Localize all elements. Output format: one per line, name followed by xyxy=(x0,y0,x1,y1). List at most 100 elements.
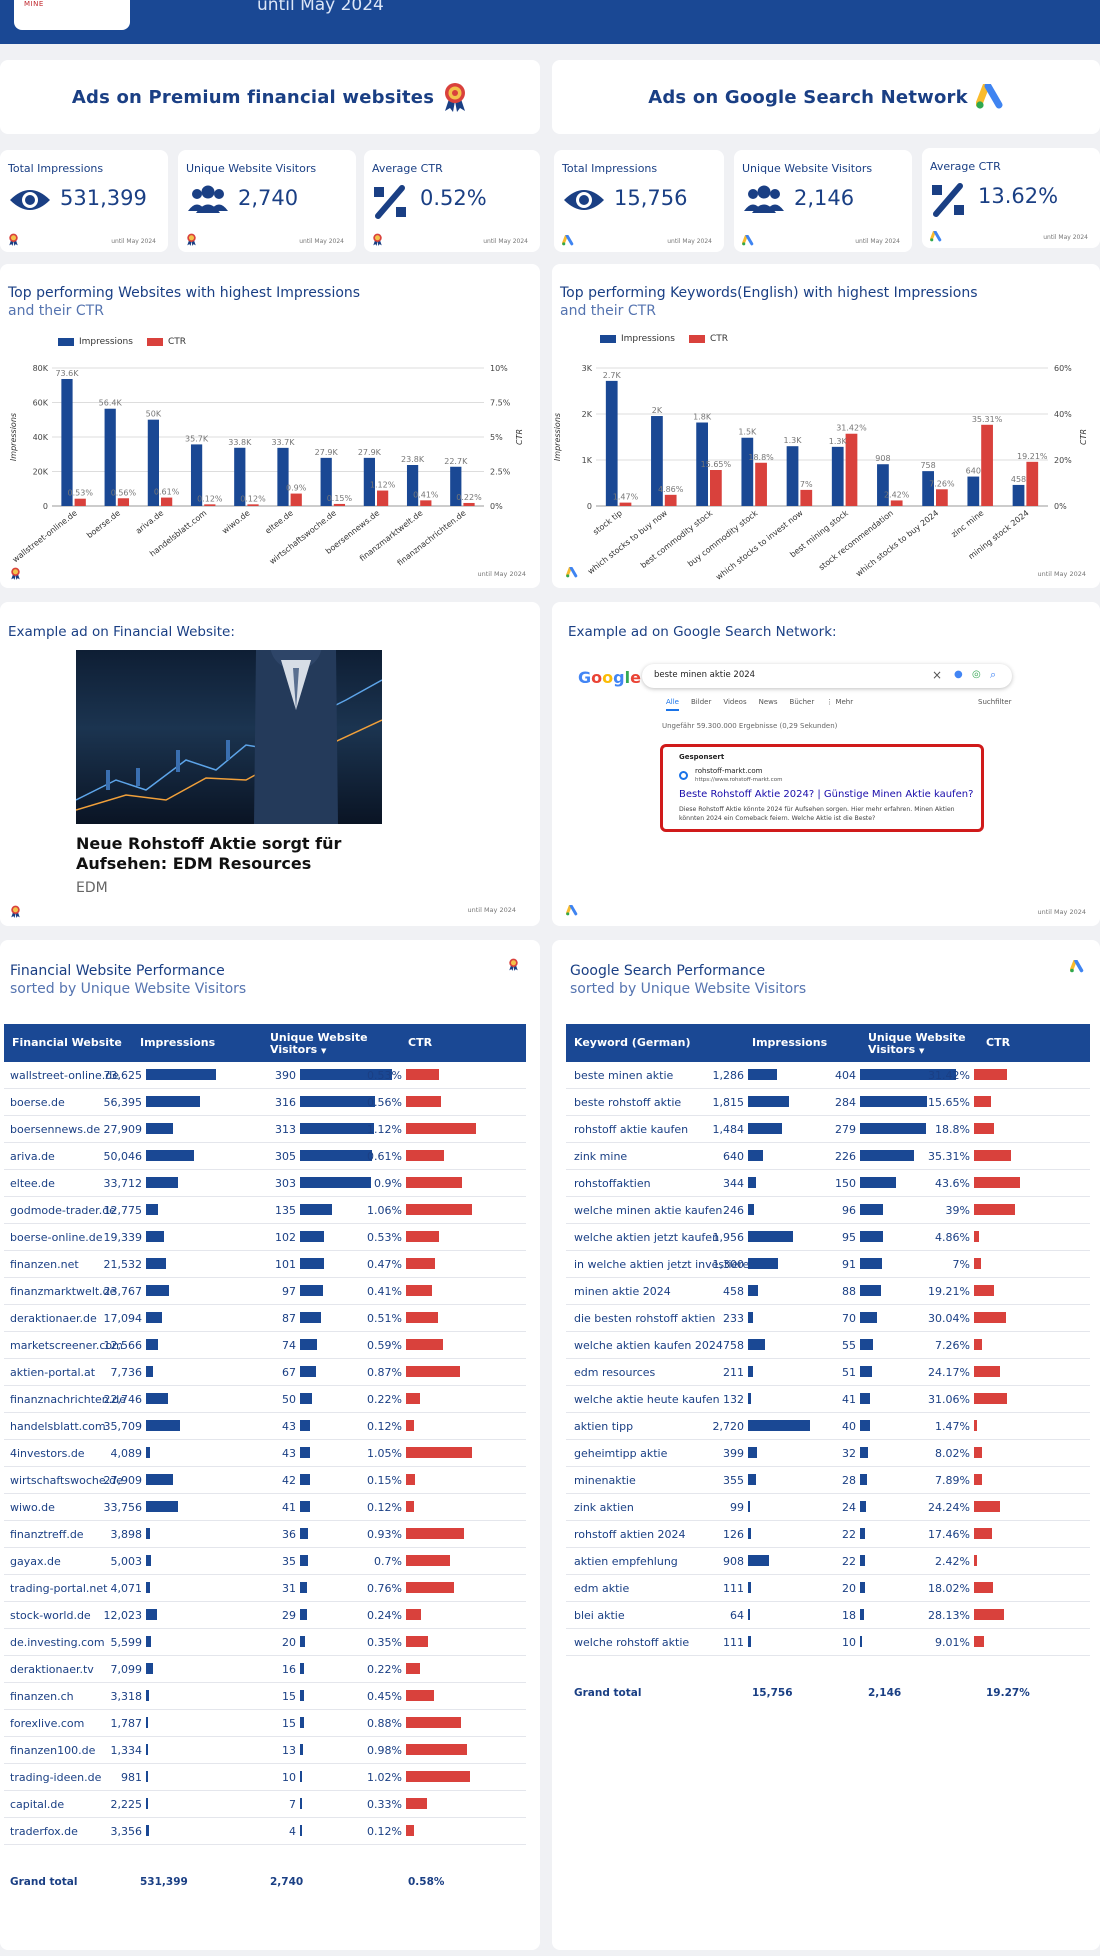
table-row[interactable]: boerse-online.de 19,339 102 0.53% xyxy=(4,1224,526,1251)
table-row[interactable]: in welche aktien jetzt investieren 1,300 9… xyxy=(566,1251,1090,1278)
serp-tab[interactable]: ⋮ Mehr xyxy=(826,698,854,706)
table-row[interactable]: 4investors.de 4,089 43 1.05% xyxy=(4,1440,526,1467)
row-visitors: 41 xyxy=(282,1501,296,1514)
table-row[interactable]: blei aktie 64 18 28.13% xyxy=(566,1602,1090,1629)
table-row[interactable]: rohstoff aktie kaufen 1,484 279 18.8% xyxy=(566,1116,1090,1143)
serp-tab[interactable]: Bilder xyxy=(691,698,712,706)
row-visitors: 95 xyxy=(842,1231,856,1244)
row-name: aktien-portal.at xyxy=(10,1366,96,1379)
search-icon[interactable]: ⌕ xyxy=(990,668,997,681)
table-row[interactable]: godmode-trader.de 12,775 135 1.06% xyxy=(4,1197,526,1224)
sort-desc-icon[interactable]: ▼ xyxy=(919,1047,925,1055)
col-header-ctr[interactable]: CTR xyxy=(408,1036,433,1049)
serp-tab[interactable]: Bücher xyxy=(789,698,815,706)
ad-title-link[interactable]: Beste Rohstoff Aktie 2024? | Günstige Mi… xyxy=(679,789,974,800)
serp-search-box[interactable]: beste minen aktie 2024 × ● ◎ ⌕ xyxy=(642,664,1012,688)
mic-icon[interactable]: ● xyxy=(954,669,963,680)
impressions-bar xyxy=(748,1231,793,1242)
col-header-website[interactable]: Financial Website xyxy=(12,1036,122,1049)
table-row[interactable]: edm resources 211 51 24.17% xyxy=(566,1359,1090,1386)
serp-tab[interactable]: Videos xyxy=(723,698,747,706)
ctr-bar xyxy=(463,502,475,506)
table-row[interactable]: geheimtipp aktie 399 32 8.02% xyxy=(566,1440,1090,1467)
table-row[interactable]: rohstoff aktien 2024 126 22 17.46% xyxy=(566,1521,1090,1548)
clear-icon[interactable]: × xyxy=(932,668,943,682)
impressions-data-label: 908 xyxy=(875,454,890,463)
row-impressions: 17,094 xyxy=(103,1312,143,1325)
table-row[interactable]: minen aktie 2024 458 88 19.21% xyxy=(566,1278,1090,1305)
col-header-keyword[interactable]: Keyword (German) xyxy=(574,1036,691,1049)
table-row[interactable]: minenaktie 355 28 7.89% xyxy=(566,1467,1090,1494)
col-header-impressions[interactable]: Impressions xyxy=(140,1036,216,1049)
table-row[interactable]: welche rohstoff aktie 111 10 9.01% xyxy=(566,1629,1090,1656)
visitors-bar xyxy=(300,1744,304,1755)
sort-desc-icon[interactable]: ▼ xyxy=(321,1047,327,1055)
table-row[interactable]: finanzmarktwelt.de 23,767 97 0.41% xyxy=(4,1278,526,1305)
table-row[interactable]: wiwo.de 33,756 41 0.12% xyxy=(4,1494,526,1521)
y-tick-label: 0 xyxy=(43,502,48,511)
row-ctr: 1.06% xyxy=(367,1204,402,1217)
table-row[interactable]: gayax.de 5,003 35 0.7% xyxy=(4,1548,526,1575)
table-row[interactable]: zink mine 640 226 35.31% xyxy=(566,1143,1090,1170)
table-row[interactable]: aktien empfehlung 908 22 2.42% xyxy=(566,1548,1090,1575)
users-icon xyxy=(188,185,228,213)
table-row[interactable]: aktien tipp 2,720 40 1.47% xyxy=(566,1413,1090,1440)
col-header-ctr[interactable]: CTR xyxy=(986,1036,1011,1049)
table-row[interactable]: boerse.de 56,395 316 0.56% xyxy=(4,1089,526,1116)
row-impressions: 1,334 xyxy=(110,1744,143,1757)
table-row[interactable]: ariva.de 50,046 305 0.61% xyxy=(4,1143,526,1170)
table-row[interactable]: rohstoffaktien 344 150 43.6% xyxy=(566,1170,1090,1197)
row-name: boersennews.de xyxy=(10,1123,101,1136)
row-impressions: 1,956 xyxy=(712,1231,745,1244)
ctr-bar xyxy=(406,1528,465,1539)
y2-tick-label: 40% xyxy=(1054,410,1072,419)
serp-tab[interactable]: News xyxy=(758,698,778,706)
table-row[interactable]: beste minen aktie 1,286 404 31.42% xyxy=(566,1062,1090,1089)
table-row[interactable]: welche aktien jetzt kaufen 1,956 95 4.86% xyxy=(566,1224,1090,1251)
table-row[interactable]: finanzen.net 21,532 101 0.47% xyxy=(4,1251,526,1278)
table-row[interactable]: edm aktie 111 20 18.02% xyxy=(566,1575,1090,1602)
table-row[interactable]: eltee.de 33,712 303 0.9% xyxy=(4,1170,526,1197)
visitors-bar xyxy=(300,1825,302,1836)
table-row[interactable]: finanztreff.de 3,898 36 0.93% xyxy=(4,1521,526,1548)
table-row[interactable]: wallstreet-online.de 73,625 390 0.53% xyxy=(4,1062,526,1089)
table-row[interactable]: wirtschaftswoche.de 27,909 42 0.15% xyxy=(4,1467,526,1494)
table-row[interactable]: stock-world.de 12,023 29 0.24% xyxy=(4,1602,526,1629)
table-row[interactable]: beste rohstoff aktie 1,815 284 15.65% xyxy=(566,1089,1090,1116)
ctr-bar xyxy=(406,1501,414,1512)
table-row[interactable]: finanzen100.de 1,334 13 0.98% xyxy=(4,1737,526,1764)
table-row[interactable]: welche aktie heute kaufen 132 41 31.06% xyxy=(566,1386,1090,1413)
table-row[interactable]: capital.de 2,225 7 0.33% xyxy=(4,1791,526,1818)
table-row[interactable]: traderfox.de 3,356 4 0.12% xyxy=(4,1818,526,1845)
serp-tools[interactable]: Suchfilter xyxy=(978,698,1012,706)
impressions-bar xyxy=(748,1069,778,1080)
table-row[interactable]: welche aktien kaufen 2024 758 55 7.26% xyxy=(566,1332,1090,1359)
table-row[interactable]: die besten rohstoff aktien 233 70 30.04% xyxy=(566,1305,1090,1332)
serp-tab[interactable]: Alle xyxy=(666,698,679,711)
table-row[interactable]: deraktionaer.de 17,094 87 0.51% xyxy=(4,1305,526,1332)
table-row[interactable]: aktien-portal.at 7,736 67 0.87% xyxy=(4,1359,526,1386)
ad-headline[interactable]: Neue Rohstoff Aktie sorgt für Aufsehen: … xyxy=(76,834,342,873)
ctr-bar xyxy=(890,500,903,506)
table-row[interactable]: deraktionaer.tv 7,099 16 0.22% xyxy=(4,1656,526,1683)
table-row[interactable]: finanzen.ch 3,318 15 0.45% xyxy=(4,1683,526,1710)
col-header-impressions[interactable]: Impressions xyxy=(752,1036,828,1049)
table-row[interactable]: welche minen aktie kaufen 246 96 39% xyxy=(566,1197,1090,1224)
lens-icon[interactable]: ◎ xyxy=(972,669,981,680)
table-row[interactable]: finanznachrichten.de 22,746 50 0.22% xyxy=(4,1386,526,1413)
sponsored-ad-box[interactable]: Gesponsert rohstoff-markt.com https://ww… xyxy=(660,744,984,832)
table-row[interactable]: handelsblatt.com 35,709 43 0.12% xyxy=(4,1413,526,1440)
impressions-bar xyxy=(146,1069,216,1080)
visitors-bar xyxy=(300,1123,374,1134)
visitors-bar xyxy=(300,1555,309,1566)
col-header-visitors[interactable]: Unique Website Visitors ▼ xyxy=(868,1032,978,1057)
table-row[interactable]: forexlive.com 1,787 15 0.88% xyxy=(4,1710,526,1737)
table-row[interactable]: de.investing.com 5,599 20 0.35% xyxy=(4,1629,526,1656)
table-row[interactable]: boersennews.de 27,909 313 1.12% xyxy=(4,1116,526,1143)
ctr-bar xyxy=(974,1258,982,1269)
table-row[interactable]: trading-portal.net 4,071 31 0.76% xyxy=(4,1575,526,1602)
table-row[interactable]: marketscreener.com 12,566 74 0.59% xyxy=(4,1332,526,1359)
table-row[interactable]: trading-ideen.de 981 10 1.02% xyxy=(4,1764,526,1791)
table-row[interactable]: zink aktien 99 24 24.24% xyxy=(566,1494,1090,1521)
col-header-visitors[interactable]: Unique Website Visitors ▼ xyxy=(270,1032,380,1057)
